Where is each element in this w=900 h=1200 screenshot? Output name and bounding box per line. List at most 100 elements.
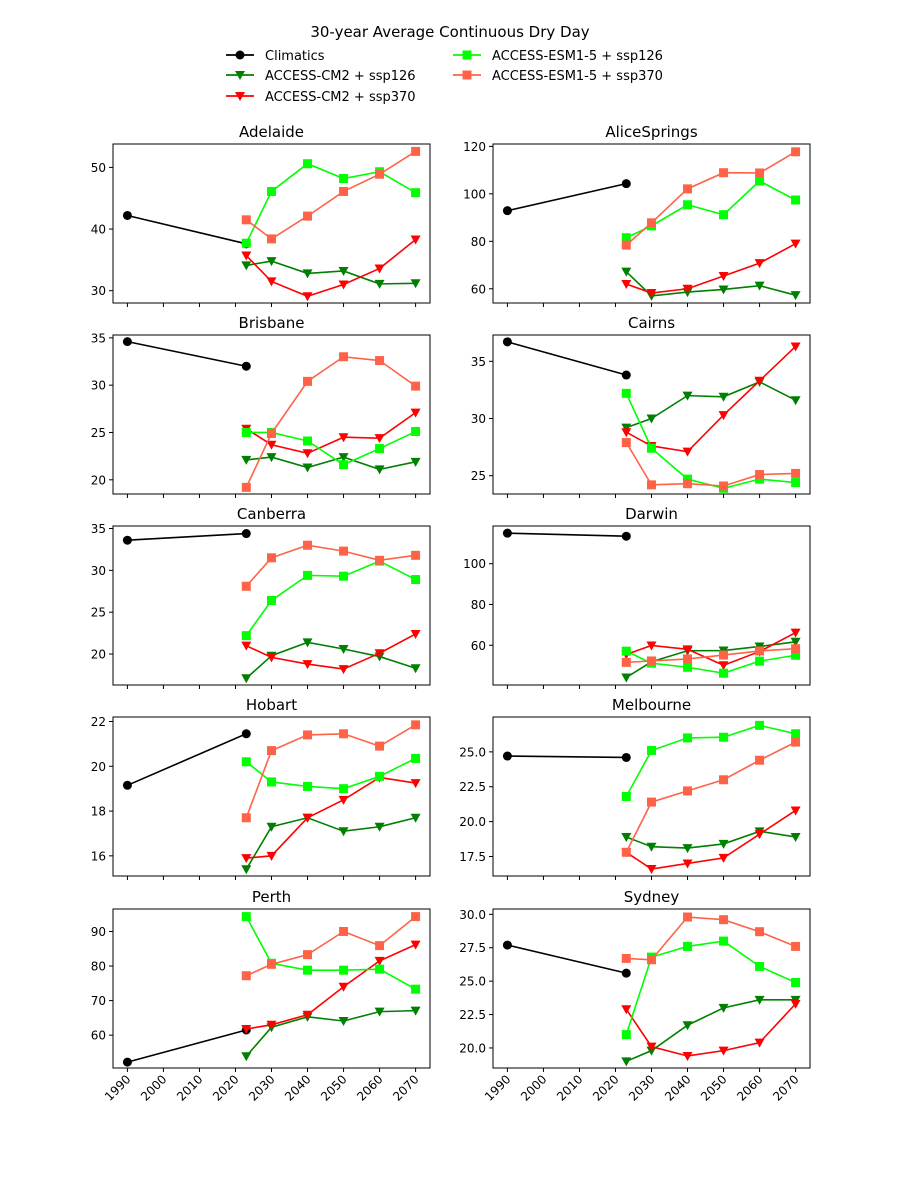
data-point <box>241 251 252 261</box>
legend-item: ACCESS-CM2 + ssp370 <box>226 90 416 105</box>
data-point <box>410 779 421 789</box>
axes-frame <box>492 334 811 495</box>
y-tick-label: 30.0 <box>459 908 486 922</box>
legend-label: ACCESS-ESM1-5 + ssp126 <box>492 49 663 64</box>
data-point <box>754 1038 765 1048</box>
data-point <box>647 656 656 666</box>
data-point <box>682 284 693 294</box>
axes-frame <box>112 143 431 304</box>
series-line <box>245 641 416 679</box>
data-point <box>621 428 632 438</box>
data-point <box>621 673 632 683</box>
data-point <box>241 641 252 651</box>
data-point <box>647 218 656 228</box>
data-point <box>719 936 729 946</box>
y-tick-label: 100 <box>463 187 486 201</box>
subplot-title: Sydney <box>624 888 680 906</box>
data-point <box>267 595 276 605</box>
data-point <box>647 955 656 965</box>
data-point <box>339 546 349 556</box>
data-point <box>374 434 385 444</box>
data-point <box>303 211 313 221</box>
series-line <box>127 340 247 368</box>
data-point <box>502 528 512 538</box>
data-point <box>241 427 251 437</box>
y-tick-label: 25.0 <box>459 975 486 989</box>
data-point <box>302 449 313 459</box>
series-line <box>507 182 627 212</box>
data-point <box>646 414 657 424</box>
data-point <box>790 999 801 1009</box>
series-line <box>245 355 417 488</box>
series-line <box>127 214 247 245</box>
data-point <box>791 468 801 478</box>
legend-item: Climatics <box>226 49 325 64</box>
data-point <box>266 257 277 267</box>
data-point <box>266 277 277 287</box>
data-point <box>267 186 276 196</box>
data-point <box>303 376 313 386</box>
data-point <box>375 771 385 781</box>
data-point <box>410 813 421 823</box>
data-point <box>302 463 313 473</box>
y-tick-label: 22 <box>91 715 106 729</box>
data-point <box>241 854 252 864</box>
y-tick-label: 80 <box>471 235 486 249</box>
y-tick-label: 50 <box>91 161 106 175</box>
subplot-alicesprings: AliceSprings 60 80 100 120 <box>463 123 811 307</box>
series-line <box>127 733 247 787</box>
data-point <box>755 168 765 178</box>
data-point <box>410 279 421 289</box>
axes-frame <box>492 525 811 686</box>
data-point <box>303 159 313 169</box>
data-point <box>754 281 765 291</box>
series-line <box>246 943 416 1030</box>
data-point <box>338 795 349 805</box>
y-tick-label: 35 <box>91 331 106 345</box>
data-point <box>682 645 693 655</box>
data-point <box>646 641 657 651</box>
data-point <box>411 381 421 391</box>
data-point <box>267 553 276 563</box>
data-point <box>791 644 801 654</box>
data-point <box>683 479 693 489</box>
series-line <box>507 755 627 759</box>
y-tick-label: 17.5 <box>459 850 486 864</box>
subplot-melbourne: Melbourne 17.5 20.0 22.5 25.0 <box>459 696 811 880</box>
data-point <box>374 956 385 966</box>
data-point <box>621 953 631 963</box>
series-line <box>245 238 417 298</box>
data-point <box>411 912 421 922</box>
y-tick-label: 25 <box>91 606 106 620</box>
data-point <box>683 184 693 194</box>
data-point <box>267 777 276 787</box>
data-point <box>338 266 349 276</box>
data-point <box>339 174 349 184</box>
data-point <box>266 453 277 463</box>
data-point <box>303 730 313 740</box>
data-point <box>647 797 656 807</box>
data-point <box>719 481 729 491</box>
data-point <box>790 628 801 638</box>
subplot-brisbane: Brisbane 20 25 30 35 <box>91 314 431 498</box>
series-line <box>246 260 416 285</box>
data-point <box>683 200 693 210</box>
y-tick-label: 35 <box>471 355 486 369</box>
data-point <box>303 540 313 550</box>
data-point <box>718 1003 729 1013</box>
y-tick-label: 30 <box>91 379 106 393</box>
data-point <box>303 570 313 580</box>
y-tick-label: 30 <box>91 284 106 298</box>
axes-frame <box>492 908 811 1069</box>
series-line <box>625 830 796 849</box>
data-point <box>241 215 251 225</box>
series-line <box>507 944 627 974</box>
series-line <box>625 442 796 487</box>
data-point <box>682 859 693 869</box>
y-tick-label: 20.0 <box>459 815 486 829</box>
series-line <box>625 1003 797 1057</box>
axes-frame <box>492 716 811 877</box>
data-point <box>410 1006 421 1016</box>
data-point <box>719 732 729 742</box>
data-point <box>410 408 421 418</box>
